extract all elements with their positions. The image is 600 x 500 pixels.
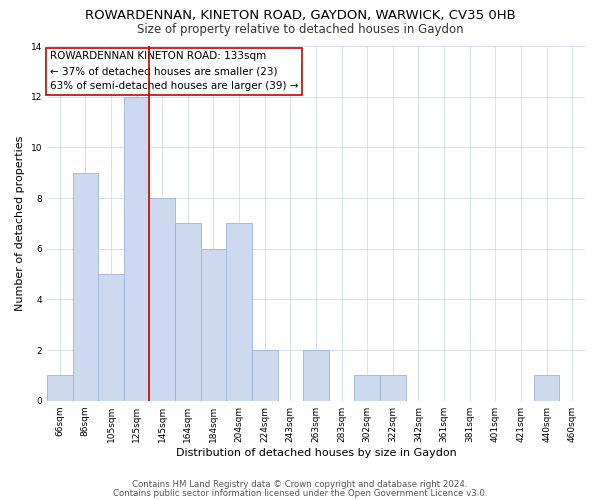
- Text: Size of property relative to detached houses in Gaydon: Size of property relative to detached ho…: [137, 22, 463, 36]
- Bar: [226, 224, 252, 400]
- Bar: [380, 376, 406, 400]
- Bar: [534, 376, 559, 400]
- Bar: [149, 198, 175, 400]
- Bar: [124, 96, 149, 401]
- X-axis label: Distribution of detached houses by size in Gaydon: Distribution of detached houses by size …: [176, 448, 457, 458]
- Bar: [47, 376, 73, 400]
- Bar: [98, 274, 124, 400]
- Text: Contains HM Land Registry data © Crown copyright and database right 2024.: Contains HM Land Registry data © Crown c…: [132, 480, 468, 489]
- Bar: [252, 350, 278, 401]
- Text: ROWARDENNAN, KINETON ROAD, GAYDON, WARWICK, CV35 0HB: ROWARDENNAN, KINETON ROAD, GAYDON, WARWI…: [85, 9, 515, 22]
- Bar: [200, 248, 226, 400]
- Bar: [355, 376, 380, 400]
- Bar: [73, 172, 98, 400]
- Text: ROWARDENNAN KINETON ROAD: 133sqm
← 37% of detached houses are smaller (23)
63% o: ROWARDENNAN KINETON ROAD: 133sqm ← 37% o…: [50, 52, 298, 91]
- Bar: [303, 350, 329, 401]
- Bar: [175, 224, 200, 400]
- Y-axis label: Number of detached properties: Number of detached properties: [15, 136, 25, 311]
- Text: Contains public sector information licensed under the Open Government Licence v3: Contains public sector information licen…: [113, 488, 487, 498]
